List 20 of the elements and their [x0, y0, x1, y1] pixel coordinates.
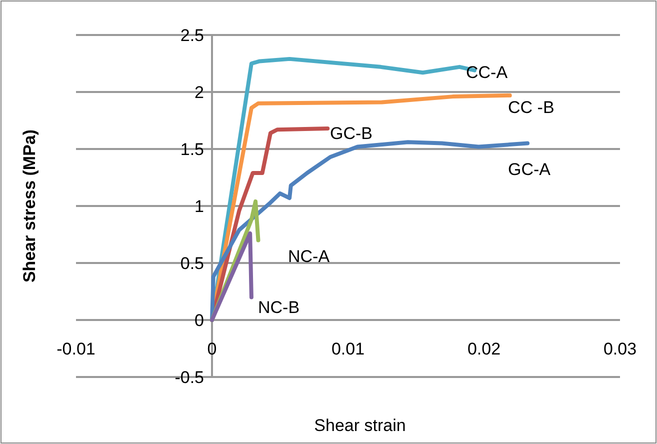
x-tick-label: 0.03	[603, 340, 637, 358]
x-axis-title: Shear strain	[314, 416, 406, 435]
y-tick-label: 2	[194, 83, 204, 102]
series-label: GC-A	[508, 160, 552, 179]
x-tick-label: 0.01	[331, 340, 365, 358]
series-label: NC-B	[258, 298, 300, 317]
series-label: GC-B	[330, 124, 372, 143]
x-tick-label: 0.02	[467, 340, 501, 358]
y-tick-label: 0	[194, 311, 204, 330]
series-label: CC -B	[508, 98, 554, 117]
y-tick-label: 1	[194, 197, 204, 216]
x-tick-label: -0.01	[56, 340, 96, 358]
y-tick-label: 1.5	[180, 140, 204, 159]
y-axis-title: Shear stress (MPa)	[20, 129, 39, 283]
y-tick-label: 0.5	[180, 254, 204, 273]
series-label: NC-A	[288, 247, 330, 266]
x-tick-label: 0	[207, 340, 217, 358]
y-tick-label: -0.5	[174, 368, 204, 387]
series-label: CC-A	[466, 63, 508, 82]
y-tick-label: 2.5	[180, 26, 204, 45]
